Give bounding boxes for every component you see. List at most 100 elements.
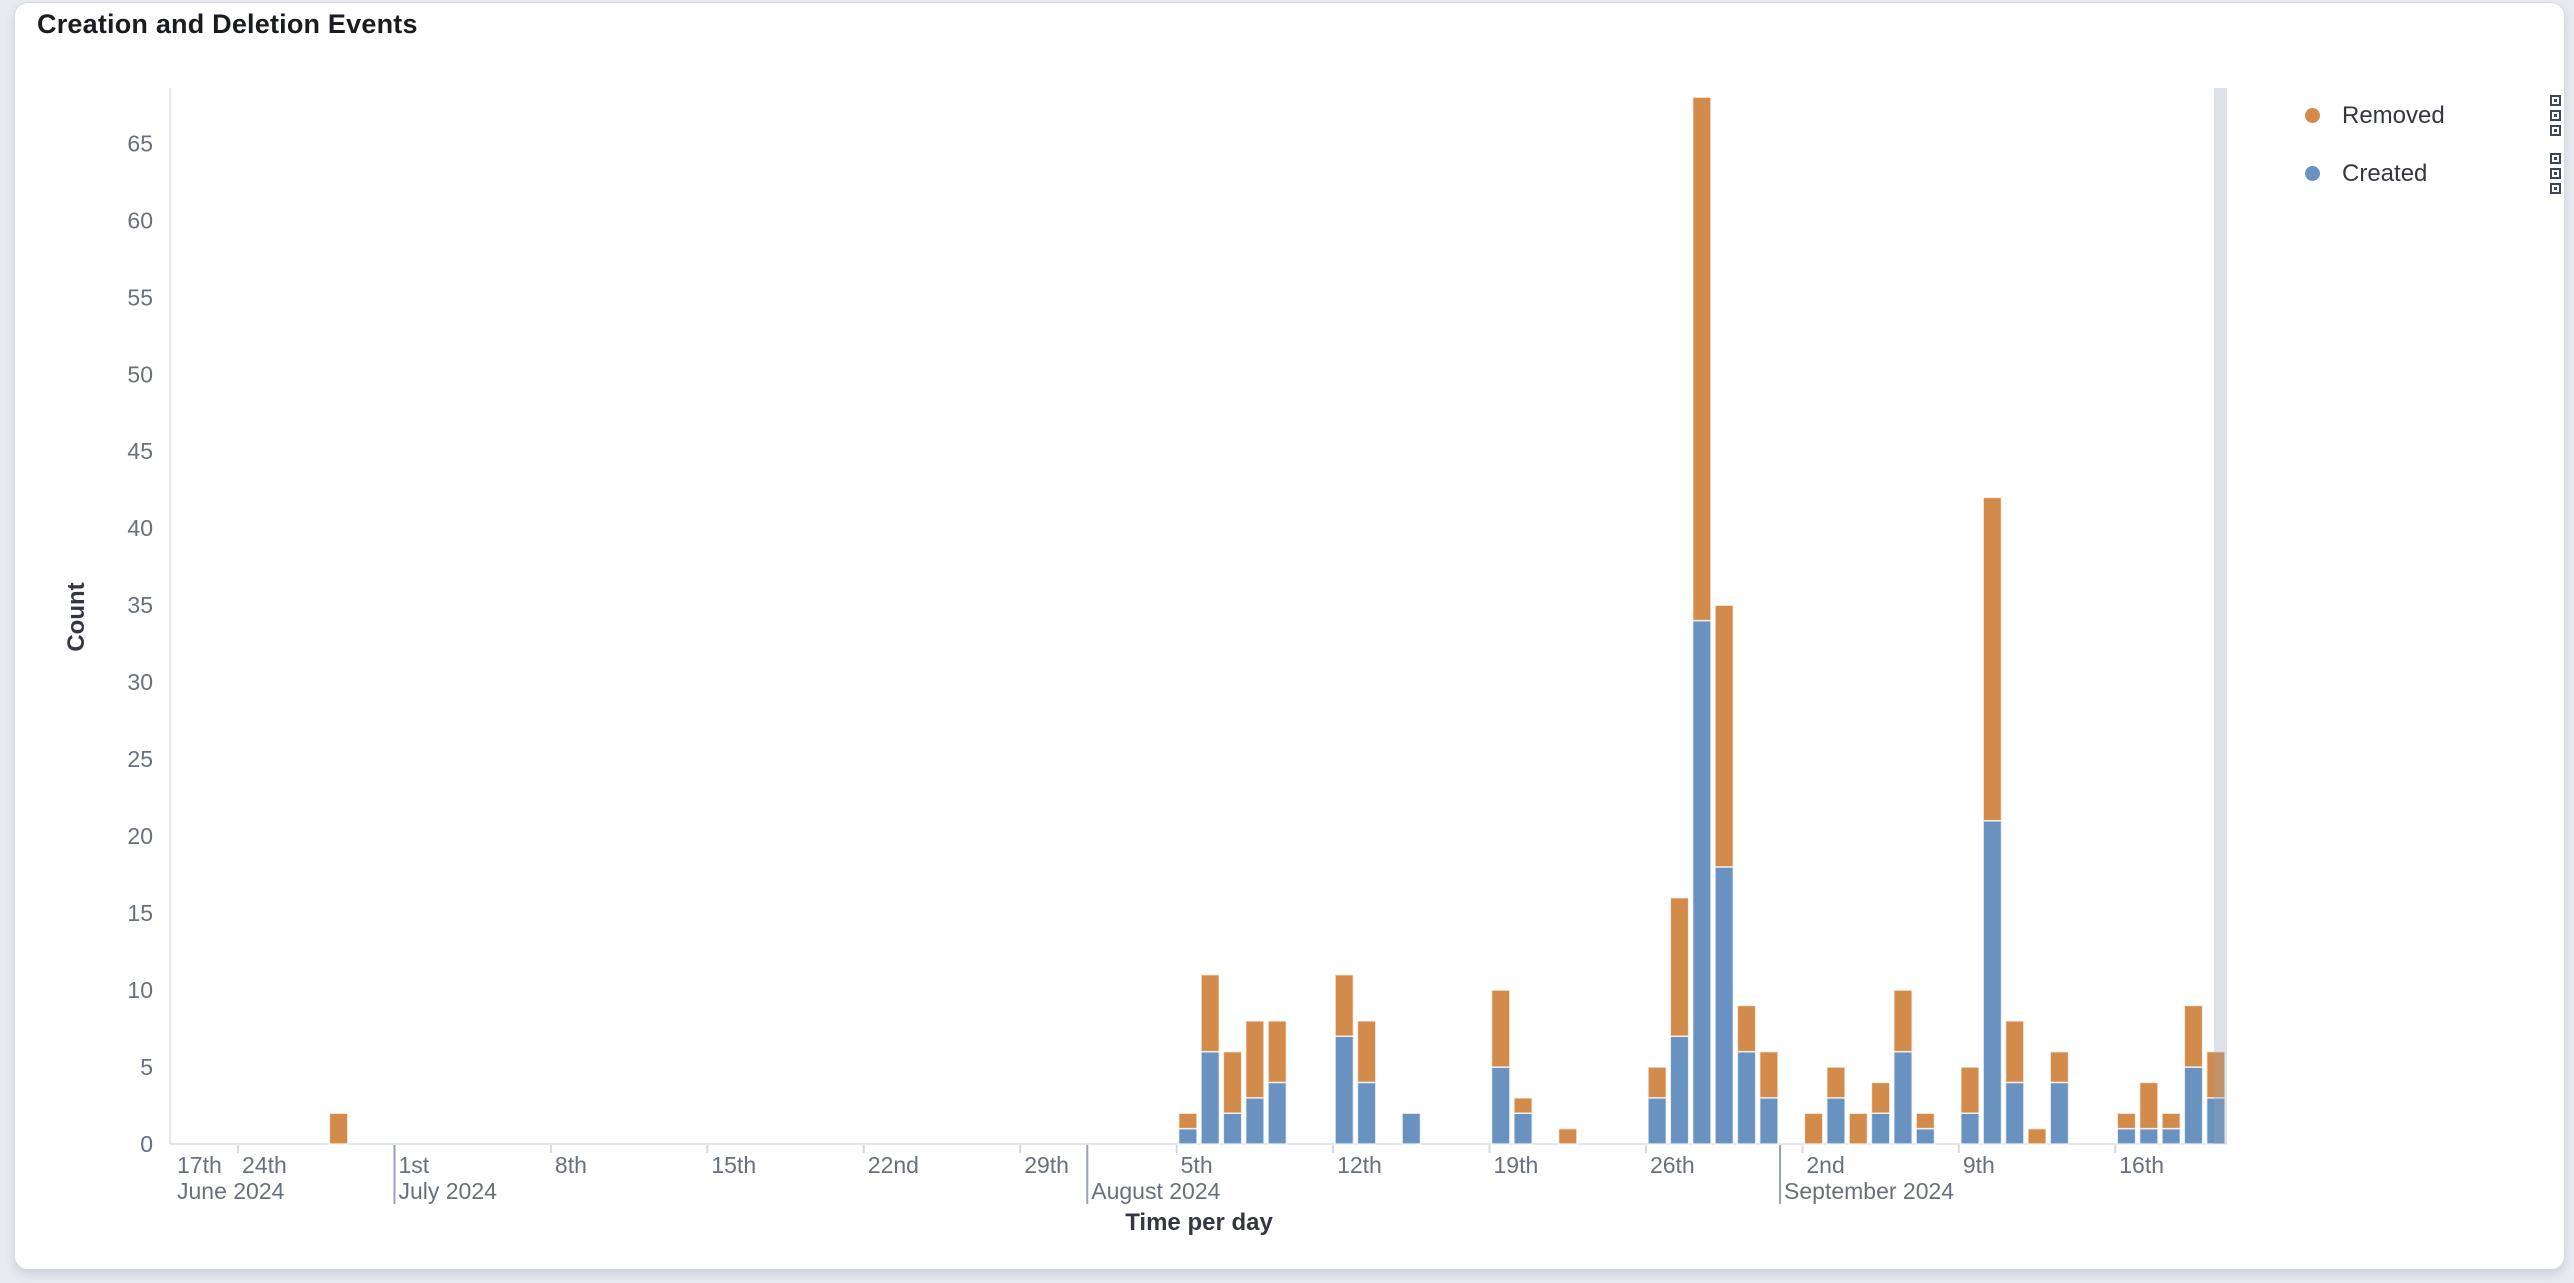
bar-removed-2024-08-20[interactable] — [1513, 1097, 1533, 1114]
month-label: July 2024 — [398, 1178, 497, 1204]
month-label: September 2024 — [1784, 1178, 1954, 1204]
bar-removed-2024-08-07[interactable] — [1222, 1050, 1243, 1114]
bar-removed-2024-09-04[interactable] — [1848, 1112, 1869, 1145]
bar-removed-2024-08-30[interactable] — [1736, 1004, 1757, 1053]
y-tick-label-35: 35 — [127, 592, 153, 618]
bar-created-2024-08-20[interactable] — [1513, 1112, 1533, 1145]
bar-created-2024-09-18[interactable] — [2161, 1127, 2182, 1145]
y-tick-label-65: 65 — [127, 130, 153, 156]
legend-item-removed[interactable]: Removed — [2305, 93, 2563, 138]
bar-removed-2024-09-20[interactable] — [2205, 1050, 2226, 1099]
bar-created-2024-08-09[interactable] — [1267, 1081, 1288, 1145]
bar-created-2024-09-16[interactable] — [2116, 1127, 2137, 1145]
y-tick-label-45: 45 — [127, 438, 153, 464]
bar-created-2024-09-10[interactable] — [1982, 819, 2003, 1145]
legend-label-created[interactable]: Created — [2342, 159, 2428, 187]
bar-created-2024-08-12[interactable] — [1334, 1035, 1355, 1145]
bar-removed-2024-09-06[interactable] — [1893, 989, 1913, 1053]
bar-removed-2024-09-18[interactable] — [2161, 1112, 2182, 1130]
bar-created-2024-08-07[interactable] — [1222, 1112, 1243, 1145]
bar-created-2024-08-15[interactable] — [1401, 1112, 1422, 1145]
bar-removed-2024-09-07[interactable] — [1915, 1112, 1936, 1130]
bar-created-2024-09-17[interactable] — [2138, 1127, 2159, 1145]
bar-removed-2024-06-28[interactable] — [328, 1112, 349, 1145]
legend-item-created[interactable]: Created — [2305, 151, 2563, 196]
bar-removed-2024-08-22[interactable] — [1557, 1127, 1578, 1145]
x-tick-label-8th: 8th — [555, 1152, 587, 1178]
bar-removed-2024-08-06[interactable] — [1200, 973, 1221, 1053]
bar-removed-2024-09-13[interactable] — [2049, 1050, 2070, 1084]
bar-removed-2024-08-19[interactable] — [1490, 989, 1511, 1068]
x-tick-label-9th: 9th — [1963, 1152, 1995, 1178]
legend-actions-created-icon[interactable] — [2548, 151, 2563, 196]
bar-removed-2024-09-10[interactable] — [1982, 496, 2003, 822]
bar-removed-2024-09-03[interactable] — [1825, 1066, 1846, 1099]
bar-removed-2024-08-05[interactable] — [1177, 1112, 1198, 1130]
x-axis-title: Time per day — [1125, 1209, 1273, 1236]
x-tick-label-19th: 19th — [1494, 1152, 1539, 1178]
bar-removed-2024-08-26[interactable] — [1647, 1066, 1668, 1099]
y-tick-label-20: 20 — [127, 823, 153, 849]
y-tick-label-30: 30 — [127, 669, 153, 695]
bar-removed-2024-09-11[interactable] — [2004, 1020, 2025, 1084]
bar-created-2024-09-11[interactable] — [2004, 1081, 2025, 1145]
x-tick-label-12th: 12th — [1337, 1152, 1382, 1178]
bar-removed-2024-08-12[interactable] — [1334, 973, 1355, 1037]
x-tick-label-29th: 29th — [1024, 1152, 1069, 1178]
bar-created-2024-08-13[interactable] — [1356, 1081, 1377, 1145]
y-tick-label-50: 50 — [127, 361, 153, 387]
bar-removed-2024-09-02[interactable] — [1803, 1112, 1824, 1145]
legend-label-removed[interactable]: Removed — [2342, 101, 2445, 129]
bar-created-2024-08-06[interactable] — [1200, 1050, 1221, 1145]
bar-removed-2024-09-19[interactable] — [2183, 1004, 2204, 1068]
bar-removed-2024-08-28[interactable] — [1691, 96, 1712, 622]
y-tick-label-25: 25 — [127, 746, 153, 772]
bar-removed-2024-09-09[interactable] — [1960, 1066, 1980, 1114]
bar-created-2024-08-08[interactable] — [1244, 1097, 1265, 1145]
bar-removed-2024-08-31[interactable] — [1758, 1050, 1779, 1099]
x-tick-label-15th: 15th — [711, 1152, 756, 1178]
x-tick-label-17th: 17th — [177, 1152, 222, 1178]
bar-removed-2024-08-08[interactable] — [1244, 1020, 1265, 1099]
bar-created-2024-09-13[interactable] — [2049, 1081, 2070, 1145]
bar-removed-2024-09-16[interactable] — [2116, 1112, 2137, 1130]
bar-removed-2024-09-05[interactable] — [1870, 1081, 1891, 1114]
bar-created-2024-08-27[interactable] — [1669, 1035, 1690, 1145]
legend-dot-removed-icon — [2305, 108, 2320, 123]
bar-created-2024-08-26[interactable] — [1647, 1097, 1668, 1145]
y-tick-label-15: 15 — [127, 900, 153, 926]
bar-created-2024-09-09[interactable] — [1960, 1112, 1980, 1145]
x-tick-label-1st: 1st — [398, 1152, 429, 1178]
events-stacked-bar-chart[interactable]: 0 5 10 15 20 25 30 35 40 45 50 55 60 65 17th 24th 1st 8th… — [15, 3, 2574, 1283]
month-label: August 2024 — [1091, 1178, 1220, 1204]
x-tick-label-24th: 24th — [242, 1152, 287, 1178]
chart-legend: Removed Created — [2305, 93, 2563, 196]
bar-created-2024-09-06[interactable] — [1893, 1050, 1913, 1145]
y-tick-label-5: 5 — [140, 1054, 153, 1080]
bar-created-2024-08-05[interactable] — [1177, 1127, 1198, 1145]
bar-created-2024-09-05[interactable] — [1870, 1112, 1891, 1145]
bar-removed-2024-09-12[interactable] — [2027, 1127, 2047, 1145]
y-tick-label-60: 60 — [127, 207, 153, 233]
y-tick-label-0: 0 — [140, 1131, 153, 1157]
bar-removed-2024-08-09[interactable] — [1267, 1020, 1288, 1084]
bar-removed-2024-08-29[interactable] — [1714, 604, 1735, 868]
dashboard-panel: Creation and Deletion Events Count Time … — [14, 2, 2565, 1270]
bar-removed-2024-08-27[interactable] — [1669, 896, 1690, 1037]
bar-created-2024-08-28[interactable] — [1691, 619, 1712, 1145]
bar-created-2024-09-19[interactable] — [2183, 1066, 2204, 1145]
bar-removed-2024-08-13[interactable] — [1356, 1020, 1377, 1084]
bar-removed-2024-09-17[interactable] — [2138, 1081, 2159, 1130]
bar-created-2024-08-19[interactable] — [1490, 1066, 1511, 1145]
x-tick-label-22nd: 22nd — [868, 1152, 919, 1178]
x-tick-label-2nd: 2nd — [1806, 1152, 1844, 1178]
bar-created-2024-09-03[interactable] — [1825, 1097, 1846, 1145]
bar-created-2024-08-31[interactable] — [1758, 1097, 1779, 1145]
bar-created-2024-08-30[interactable] — [1736, 1050, 1757, 1145]
legend-dot-created-icon — [2305, 166, 2320, 181]
bar-created-2024-09-07[interactable] — [1915, 1127, 1936, 1145]
legend-actions-removed-icon[interactable] — [2548, 93, 2563, 138]
bar-created-2024-08-29[interactable] — [1714, 866, 1735, 1145]
x-tick-label-16th: 16th — [2119, 1152, 2164, 1178]
